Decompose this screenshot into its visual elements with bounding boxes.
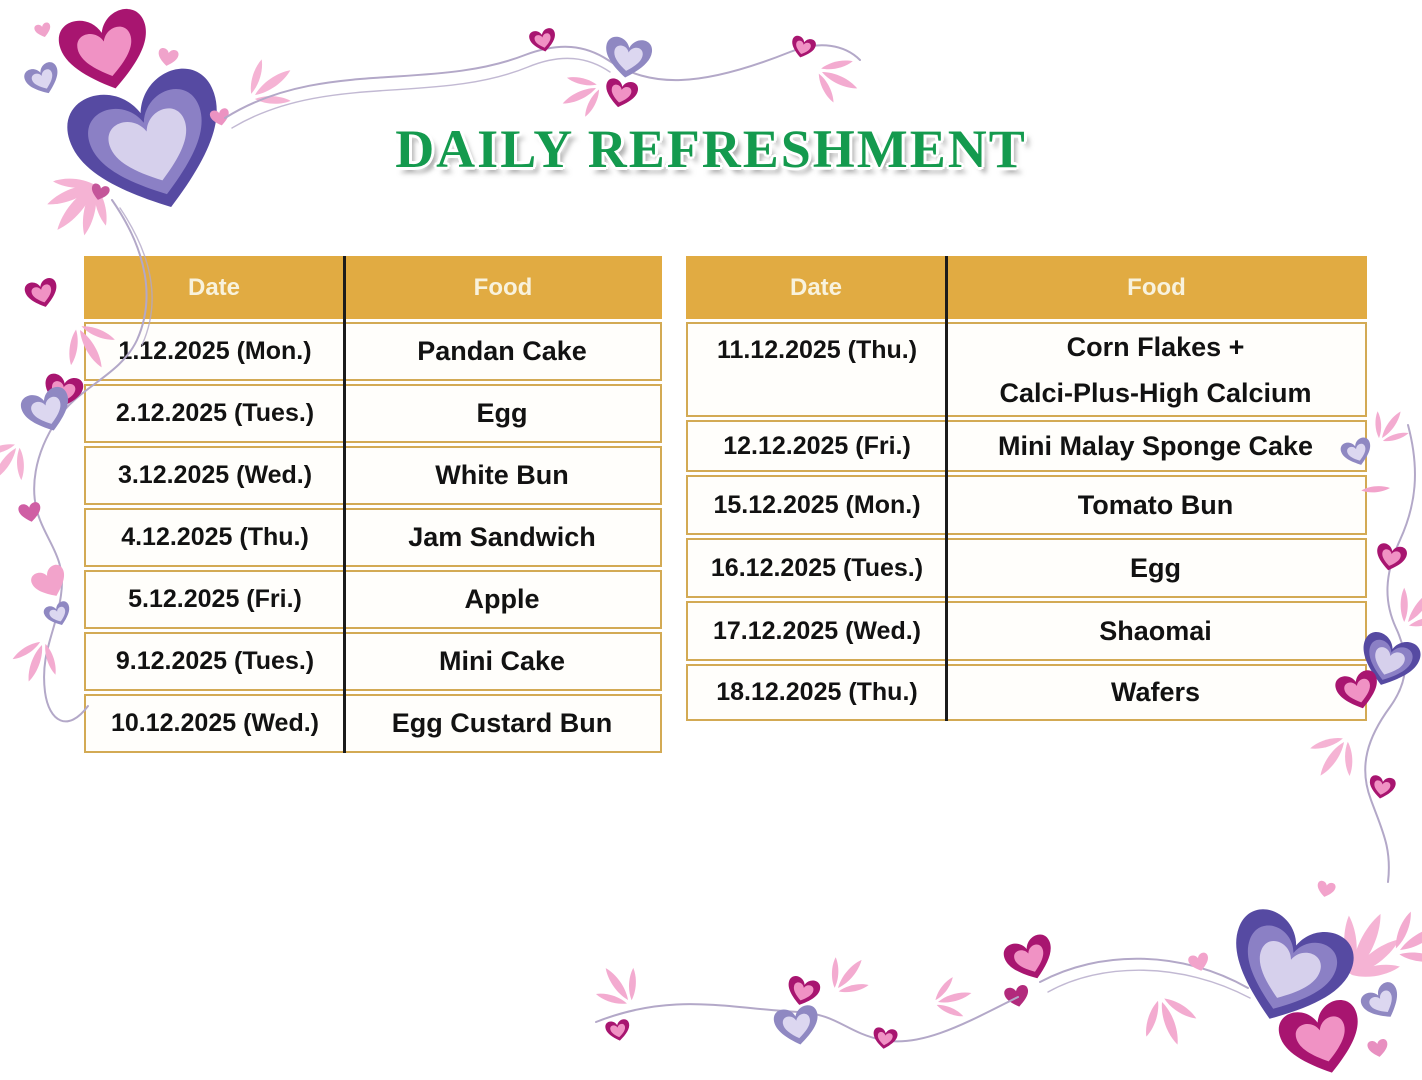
table-header-row: Date Food <box>84 256 662 319</box>
table-row: 10.12.2025 (Wed.) Egg Custard Bun <box>84 694 662 753</box>
date-cell: 2.12.2025 (Tues.) <box>115 399 315 427</box>
date-cell: 1.12.2025 (Mon.) <box>118 337 312 365</box>
date-cell: 15.12.2025 (Mon.) <box>713 490 921 519</box>
table-row: 15.12.2025 (Mon.) Tomato Bun <box>686 475 1367 535</box>
date-cell: 5.12.2025 (Fri.) <box>128 585 302 613</box>
table-row: 4.12.2025 (Thu.) Jam Sandwich <box>84 508 662 567</box>
refreshment-table-december-second-half: Date Food 11.12.2025 (Thu.) Corn Flakes … <box>686 256 1367 721</box>
date-cell: 12.12.2025 (Fri.) <box>723 431 911 460</box>
food-cell: Egg <box>476 398 528 428</box>
food-cell: Mini Malay Sponge Cake <box>997 430 1314 461</box>
date-cell: 17.12.2025 (Wed.) <box>713 616 921 645</box>
table-row: 11.12.2025 (Thu.) Corn Flakes + Calci-Pl… <box>686 322 1367 417</box>
date-cell: 9.12.2025 (Tues.) <box>115 647 315 675</box>
bottom-vine-decoration <box>585 944 1019 1050</box>
date-cell: 4.12.2025 (Thu.) <box>121 523 309 551</box>
food-cell: White Bun <box>435 460 569 490</box>
column-divider <box>945 256 948 721</box>
table-row: 9.12.2025 (Tues.) Mini Cake <box>84 632 662 691</box>
food-cell: Corn Flakes + Calci-Plus-High Calcium <box>946 324 1365 415</box>
table-row: 12.12.2025 (Fri.) Mini Malay Sponge Cake <box>686 420 1367 472</box>
date-cell: 18.12.2025 (Thu.) <box>716 678 918 706</box>
top-vine-decoration <box>224 27 868 129</box>
refreshment-table-december-first-half: Date Food 1.12.2025 (Mon.) Pandan Cake 2… <box>84 256 662 753</box>
column-header-food: Food <box>1127 273 1186 301</box>
table-row: 1.12.2025 (Mon.) Pandan Cake <box>84 322 662 381</box>
page-title: DAILY REFRESHMENT <box>395 119 1027 179</box>
column-header-date: Date <box>187 273 241 301</box>
food-cell: Pandan Cake <box>417 336 587 366</box>
column-divider <box>343 256 346 753</box>
table-row: 2.12.2025 (Tues.) Egg <box>84 384 662 443</box>
column-header-date: Date <box>789 273 843 301</box>
food-line: Corn Flakes + <box>1066 331 1245 362</box>
date-cell: 3.12.2025 (Wed.) <box>117 461 313 489</box>
food-cell: Apple <box>464 584 540 614</box>
date-cell: 10.12.2025 (Wed.) <box>111 709 319 737</box>
column-header-food: Food <box>473 273 533 301</box>
date-cell: 16.12.2025 (Tues.) <box>710 553 924 582</box>
table-row: 16.12.2025 (Tues.) Egg <box>686 538 1367 598</box>
food-cell: Tomato Bun <box>1077 489 1234 520</box>
bottom-right-hearts-decoration <box>1001 880 1422 1080</box>
table-row: 5.12.2025 (Fri.) Apple <box>84 570 662 629</box>
food-cell: Shaomai <box>1099 615 1212 646</box>
food-cell: Mini Cake <box>438 646 566 676</box>
food-cell: Jam Sandwich <box>408 522 596 552</box>
date-cell: 11.12.2025 (Thu.) <box>716 336 918 364</box>
food-cell: Egg Custard Bun <box>391 708 613 738</box>
table-row: 3.12.2025 (Wed.) White Bun <box>84 446 662 505</box>
food-line: Calci-Plus-High Calcium <box>999 377 1312 408</box>
food-cell: Egg <box>1130 552 1181 583</box>
food-cell: Wafers <box>1110 677 1201 707</box>
table-row: 17.12.2025 (Wed.) Shaomai <box>686 601 1367 661</box>
table-header-row: Date Food <box>686 256 1367 319</box>
table-row: 18.12.2025 (Thu.) Wafers <box>686 664 1367 721</box>
